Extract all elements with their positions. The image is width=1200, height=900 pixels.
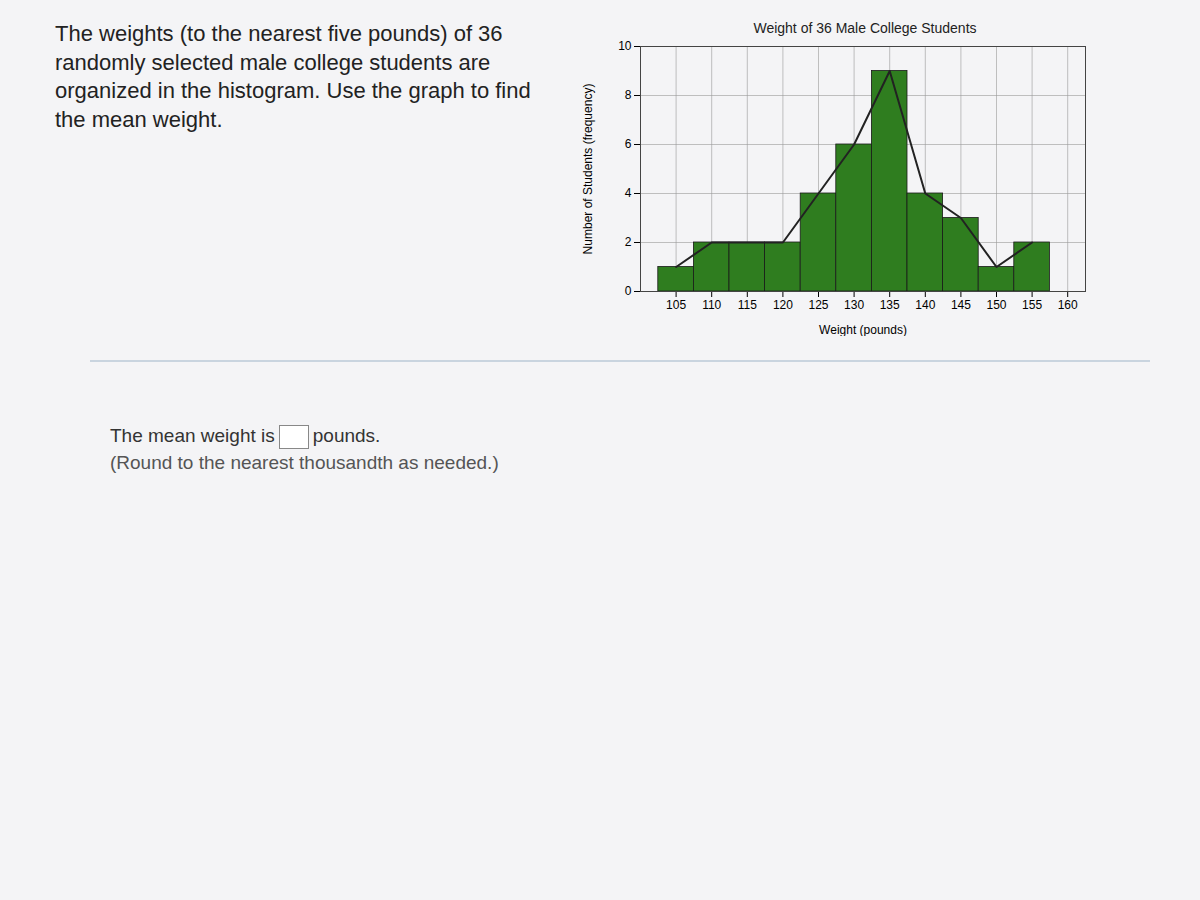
svg-text:4: 4	[625, 186, 632, 200]
svg-text:130: 130	[844, 298, 864, 312]
svg-text:Number of Students (frequency): Number of Students (frequency)	[581, 84, 595, 255]
svg-text:0: 0	[625, 284, 632, 298]
svg-text:105: 105	[666, 298, 686, 312]
svg-text:140: 140	[915, 298, 935, 312]
svg-text:115: 115	[738, 298, 757, 312]
svg-text:6: 6	[625, 137, 632, 151]
svg-text:155: 155	[1022, 298, 1042, 312]
html-text:(Round to the nearest thousand: (Round to the nearest thousandth as need…	[110, 452, 499, 473]
svg-text:10: 10	[618, 39, 632, 53]
svg-text:135: 135	[880, 298, 900, 312]
html-text:Weight of 36 Male College Stud: Weight of 36 Male College Students	[753, 20, 977, 36]
html-text:The mean weight is: The mean weight is	[110, 425, 275, 446]
svg-text:160: 160	[1058, 298, 1078, 312]
svg-text:8: 8	[625, 88, 632, 102]
svg-text:150: 150	[986, 298, 1006, 312]
svg-text:110: 110	[702, 298, 721, 312]
html-text:pounds.: pounds.	[312, 425, 381, 446]
html-text:The weights (to the nearest fi: The weights (to the nearest five pounds)…	[55, 21, 531, 132]
svg-text:Weight (pounds): Weight (pounds)	[819, 323, 907, 337]
svg-text:120: 120	[773, 298, 793, 312]
svg-text:2: 2	[625, 235, 632, 249]
svg-text:145: 145	[951, 298, 971, 312]
svg-text:125: 125	[808, 298, 828, 312]
